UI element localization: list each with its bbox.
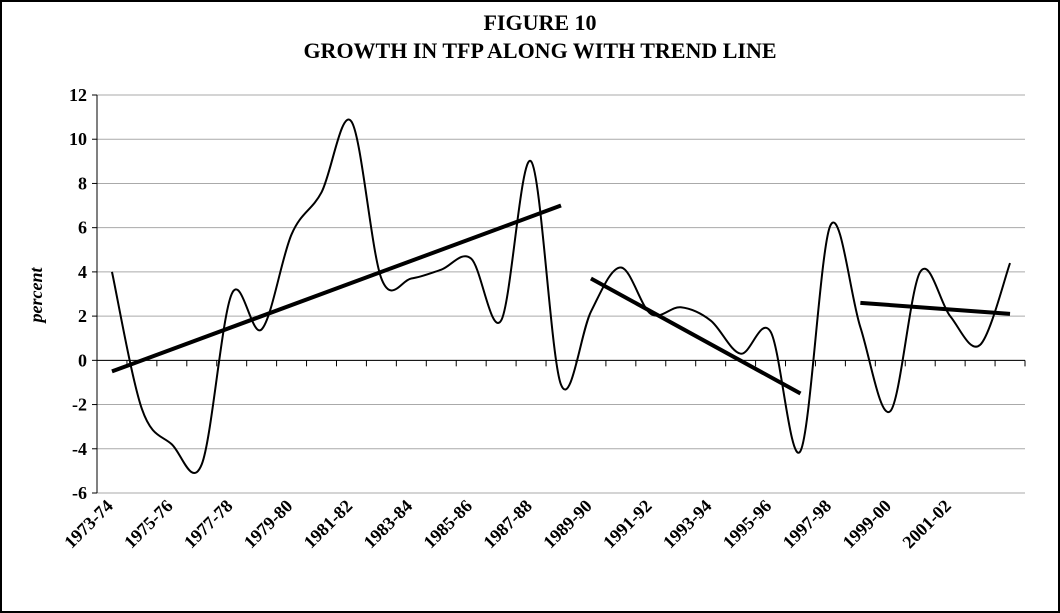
y-tick-label: 8 bbox=[78, 173, 87, 193]
chart-subtitle: GROWTH IN TFP ALONG WITH TREND LINE bbox=[303, 38, 776, 63]
y-tick-label: 0 bbox=[78, 350, 87, 370]
trend-line bbox=[589, 276, 802, 396]
y-tick-label: 4 bbox=[78, 262, 87, 282]
y-tick-label: -2 bbox=[72, 395, 87, 415]
y-tick-label: 12 bbox=[69, 85, 87, 105]
y-tick-label: -4 bbox=[72, 439, 87, 459]
y-tick-label: 2 bbox=[78, 306, 87, 326]
chart-title: FIGURE 10 bbox=[483, 10, 596, 35]
series-line bbox=[110, 118, 1011, 474]
y-tick-label: -6 bbox=[72, 483, 87, 503]
trend-line bbox=[860, 300, 1011, 316]
y-axis-label: percent bbox=[26, 267, 46, 325]
y-tick-label: 10 bbox=[69, 129, 87, 149]
trend-line bbox=[111, 203, 562, 374]
y-tick-label: 6 bbox=[78, 218, 87, 238]
